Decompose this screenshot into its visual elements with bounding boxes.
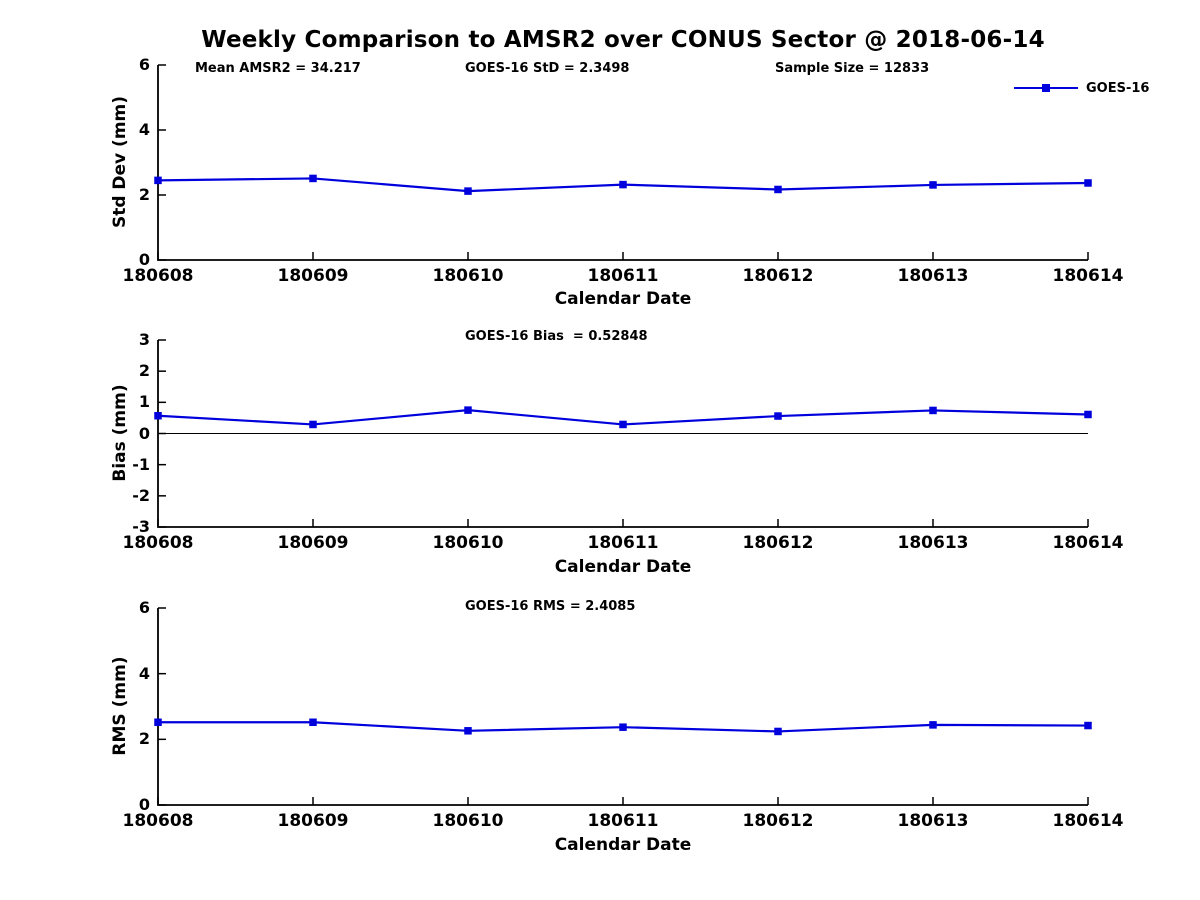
series-marker xyxy=(309,718,317,727)
y-tick-label: 6 xyxy=(138,55,150,74)
y-tick-label: 2 xyxy=(138,185,150,204)
x-tick-label: 180611 xyxy=(587,266,659,286)
axis-spine xyxy=(157,608,1088,806)
series-marker xyxy=(1084,410,1092,419)
x-tick-label: 180612 xyxy=(742,811,814,831)
series-marker xyxy=(464,187,472,195)
annotation-goes16-rms: GOES-16 RMS = 2.4085 xyxy=(465,599,636,614)
y-tick-label: 4 xyxy=(138,663,150,683)
y-tick-label: 0 xyxy=(138,795,150,814)
x-tick-label: 180613 xyxy=(897,811,969,831)
series-marker xyxy=(154,176,162,185)
series-marker xyxy=(929,181,937,189)
series-marker xyxy=(619,180,627,189)
x-tick-label: 180609 xyxy=(277,533,349,553)
annotation-sample-size: Sample Size = 12833 xyxy=(775,61,930,76)
series-marker xyxy=(309,420,317,429)
annotation-goes16-std: GOES-16 StD = 2.3498 xyxy=(465,61,630,76)
y-tick-label: 0 xyxy=(138,250,150,269)
x-tick-label: 180609 xyxy=(277,266,349,286)
series-marker xyxy=(1084,179,1092,187)
series-marker xyxy=(774,727,782,736)
y-tick-label: 0 xyxy=(138,423,150,443)
series-marker xyxy=(929,406,937,415)
series-marker xyxy=(929,721,937,729)
x-tick-label: 180612 xyxy=(742,533,814,553)
xaxis-label-std-panel: Calendar Date xyxy=(554,289,692,309)
series-marker xyxy=(154,411,162,420)
axis-spine xyxy=(157,65,1088,261)
x-tick-label: 180609 xyxy=(277,811,349,831)
annotation-mean-amsr2: Mean AMSR2 = 34.217 xyxy=(195,61,361,76)
y-tick-label: 3 xyxy=(138,330,150,349)
x-tick-label: 180613 xyxy=(897,266,969,286)
y-tick-label: -2 xyxy=(132,485,150,505)
x-tick-label: 180608 xyxy=(122,533,194,553)
figure-title: Weekly Comparison to AMSR2 over CONUS Se… xyxy=(201,27,1045,53)
series-marker xyxy=(774,185,782,194)
series-marker xyxy=(464,727,472,735)
x-tick-label: 180611 xyxy=(587,811,659,831)
series-marker xyxy=(619,420,627,429)
legend: GOES-16 xyxy=(1013,80,1149,96)
series-marker xyxy=(464,406,472,414)
x-tick-label: 180611 xyxy=(587,533,659,553)
series-marker xyxy=(309,174,317,183)
y-tick-label: 4 xyxy=(138,120,150,139)
x-tick-label: 180614 xyxy=(1052,266,1124,286)
y-tick-label: 6 xyxy=(138,598,150,617)
x-tick-label: 180610 xyxy=(432,811,504,831)
x-tick-label: 180614 xyxy=(1052,533,1124,553)
y-tick-label: 2 xyxy=(138,729,150,749)
x-tick-label: 180613 xyxy=(897,533,969,553)
legend-label: GOES-16 xyxy=(1086,80,1150,96)
xaxis-label-bias-panel: Calendar Date xyxy=(554,557,692,577)
annotation-goes16-bias: GOES-16 Bias = 0.52848 xyxy=(465,329,648,344)
xaxis-label-rms-panel: Calendar Date xyxy=(554,835,692,855)
x-tick-label: 180608 xyxy=(122,811,194,831)
series-marker xyxy=(774,412,782,420)
x-tick-label: 180610 xyxy=(432,533,504,553)
series-marker xyxy=(1084,721,1092,730)
series-marker xyxy=(619,723,627,731)
x-tick-label: 180610 xyxy=(432,266,504,286)
y-tick-label: -1 xyxy=(132,454,150,474)
y-tick-label: 1 xyxy=(138,392,150,412)
series-marker xyxy=(154,718,162,727)
x-tick-label: 180612 xyxy=(742,266,814,286)
y-tick-label: -3 xyxy=(132,517,150,536)
legend-line-marker-icon xyxy=(1014,84,1078,92)
y-tick-label: 2 xyxy=(138,361,150,381)
x-tick-label: 180608 xyxy=(122,266,194,286)
x-tick-label: 180614 xyxy=(1052,811,1124,831)
